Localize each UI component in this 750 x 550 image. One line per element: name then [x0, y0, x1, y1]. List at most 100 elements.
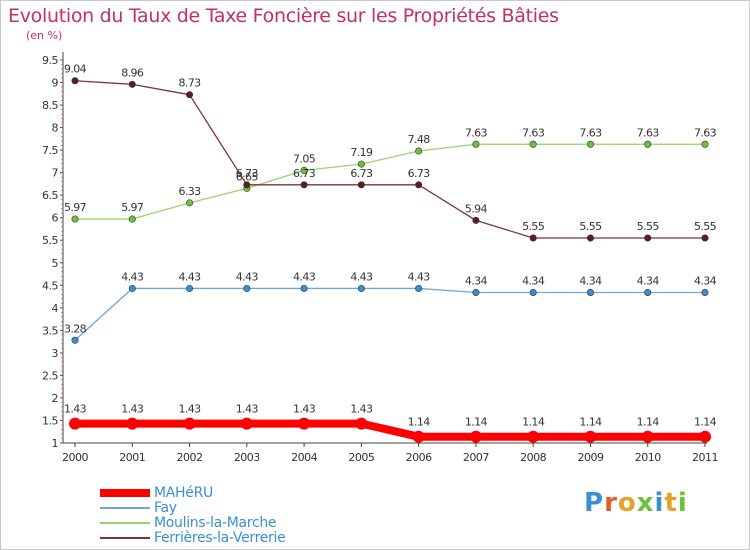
- data-point: [300, 284, 308, 292]
- logo-letter: o: [617, 488, 637, 518]
- data-label: 1.14: [694, 416, 717, 429]
- x-tick-label: 2002: [177, 451, 203, 464]
- data-point: [357, 284, 365, 292]
- y-tick-label: 1: [52, 437, 59, 450]
- legend-swatch: [100, 536, 150, 539]
- data-label: 1.14: [579, 416, 602, 429]
- data-point: [644, 140, 652, 148]
- data-point: [584, 430, 597, 443]
- data-point: [243, 284, 251, 292]
- data-point: [300, 166, 308, 174]
- data-point: [699, 430, 711, 443]
- x-tick-label: 2008: [520, 451, 546, 464]
- data-label: 8.96: [121, 66, 144, 79]
- data-label: 6.73: [236, 167, 259, 180]
- series-line-3: [74, 80, 705, 239]
- x-tick-label: 2001: [119, 451, 145, 464]
- data-point: [357, 160, 365, 168]
- data-label: 6.65: [236, 170, 259, 183]
- logo-letter: r: [604, 488, 618, 518]
- series-line-2: [75, 143, 705, 220]
- data-label: 6.73: [350, 167, 373, 180]
- legend-item: Ferrières-la-Verrerie: [100, 529, 286, 546]
- x-tick-label: 2004: [291, 451, 317, 464]
- logo-letter: i: [677, 488, 688, 518]
- logo-letter: x: [636, 488, 655, 518]
- data-point: [586, 140, 594, 148]
- data-label: 4.34: [579, 275, 602, 288]
- x-tick-label: 2009: [577, 451, 603, 464]
- data-label: 4.34: [465, 275, 488, 288]
- data-label: 6.33: [178, 185, 201, 198]
- data-point: [183, 417, 196, 430]
- data-point: [701, 140, 709, 148]
- legend-item: Fay: [100, 499, 285, 516]
- y-tick-label: 1.5: [42, 414, 58, 427]
- legend-label: Fay: [154, 499, 177, 516]
- logo-letter: P: [584, 488, 605, 518]
- data-point: [128, 284, 136, 292]
- chart-legend: MAHéRU Fay Moulins-la-Marche Ferrières-la-V…: [100, 484, 286, 546]
- data-point: [71, 77, 79, 85]
- data-label: 1.43: [64, 403, 87, 416]
- data-label: 4.43: [293, 270, 316, 283]
- y-tick-label: 3: [52, 347, 59, 360]
- data-label: 4.43: [350, 270, 373, 283]
- data-label: 7.63: [465, 126, 488, 139]
- data-label: 6.73: [408, 167, 431, 180]
- data-label: 4.43: [121, 270, 144, 283]
- y-tick-label: 8: [52, 122, 59, 135]
- data-point: [472, 140, 480, 148]
- logo-letter: t: [664, 488, 678, 518]
- data-label: 7.63: [522, 126, 545, 139]
- y-tick-label: 8.5: [42, 99, 58, 112]
- y-tick-label: 4: [52, 302, 59, 315]
- data-label: 1.14: [522, 416, 545, 429]
- data-label: 7.63: [694, 126, 717, 139]
- data-label: 4.34: [637, 275, 660, 288]
- data-point: [71, 215, 79, 223]
- data-point: [128, 215, 136, 223]
- data-point: [469, 430, 482, 443]
- data-point: [186, 284, 194, 292]
- data-label: 1.43: [236, 403, 259, 416]
- data-label: 5.55: [522, 220, 545, 233]
- x-tick-label: 2007: [463, 451, 489, 464]
- data-point: [586, 289, 594, 297]
- proxiti-logo: Proxiti: [584, 488, 688, 518]
- x-tick-label: 2000: [62, 451, 88, 464]
- data-point: [300, 181, 308, 189]
- data-point: [357, 181, 365, 189]
- y-tick-label: 2.5: [42, 369, 58, 382]
- legend-item: MAHéRU: [100, 484, 285, 501]
- data-point: [529, 289, 537, 297]
- data-label: 7.05: [293, 152, 316, 165]
- data-label: 4.43: [236, 270, 259, 283]
- y-tick-label: 7.5: [42, 144, 58, 157]
- data-point: [472, 216, 480, 224]
- data-label: 7.48: [408, 133, 431, 146]
- data-label: 7.63: [637, 126, 660, 139]
- data-label: 5.55: [579, 220, 602, 233]
- legend-label: Ferrières-la-Verrerie: [154, 529, 286, 546]
- data-label: 1.14: [408, 416, 431, 429]
- y-tick-label: 5: [52, 257, 59, 270]
- legend-swatch: [100, 488, 150, 497]
- legend-label: MAHéRU: [154, 484, 213, 501]
- y-tick-label: 2: [52, 392, 59, 405]
- data-label: 5.55: [694, 220, 717, 233]
- data-label: 5.97: [121, 201, 144, 214]
- data-label: 5.55: [637, 220, 660, 233]
- data-point: [472, 289, 480, 297]
- legend-label: Moulins-la-Marche: [154, 514, 277, 531]
- data-point: [529, 140, 537, 148]
- x-tick-label: 2003: [234, 451, 260, 464]
- x-tick-label: 2005: [348, 451, 374, 464]
- data-label: 1.14: [465, 416, 488, 429]
- data-point: [240, 417, 253, 430]
- data-point: [701, 289, 709, 297]
- data-point: [126, 417, 139, 430]
- x-tick-label: 2010: [635, 451, 661, 464]
- data-point: [644, 289, 652, 297]
